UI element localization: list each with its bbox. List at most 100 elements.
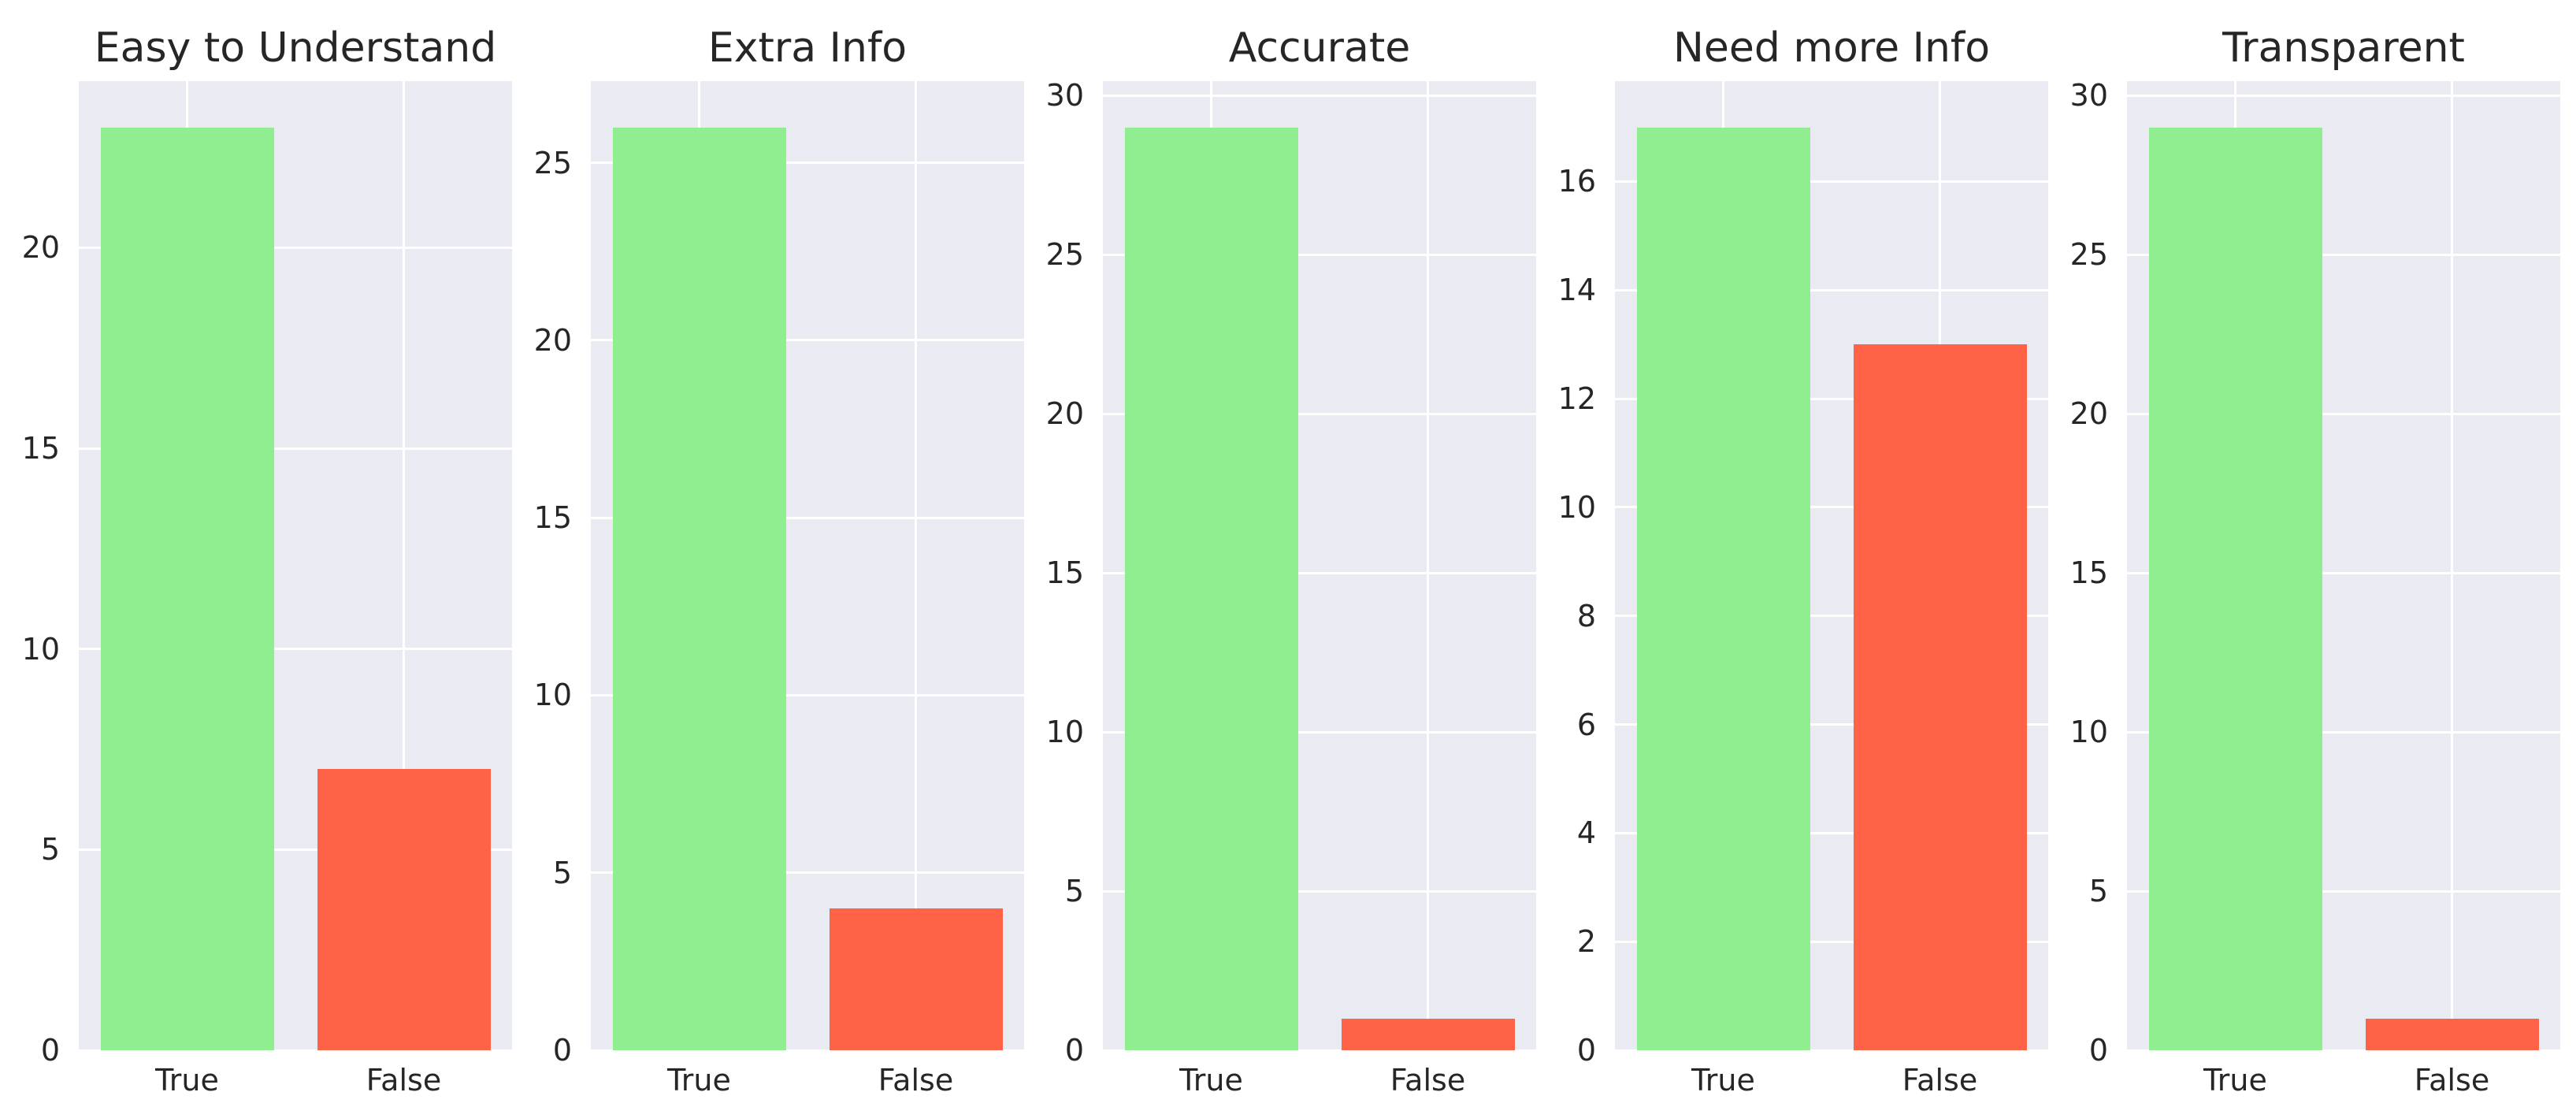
gridline-horizontal	[1615, 831, 2048, 834]
gridline-horizontal	[1615, 506, 2048, 509]
gridline-horizontal	[591, 871, 1024, 875]
y-axis: 0 5 10 15 20 25	[512, 81, 572, 1065]
gridline-vertical	[1427, 81, 1429, 1050]
x-axis: True False	[1615, 1065, 2048, 1112]
y-tick-label: 15	[1045, 555, 1084, 591]
bar-false	[2365, 1018, 2539, 1050]
gridline-horizontal	[1615, 1049, 2048, 1050]
y-tick-label: 15	[533, 500, 572, 536]
x-tick-label-true: True	[155, 1063, 219, 1098]
y-tick-label: 30	[2069, 78, 2108, 113]
y-tick-label: 4	[1576, 815, 1596, 851]
bar-false	[1853, 344, 2027, 1050]
gridline-horizontal	[2127, 1049, 2560, 1050]
gridline-horizontal	[79, 648, 512, 651]
gridline-horizontal	[1103, 412, 1536, 415]
x-tick-label-false: False	[1902, 1063, 1978, 1098]
gridline-horizontal	[1615, 180, 2048, 183]
gridline-horizontal	[2127, 571, 2560, 574]
y-tick-label: 10	[533, 678, 572, 713]
y-tick-label: 10	[1557, 489, 1596, 525]
y-tick-label: 20	[2069, 396, 2108, 432]
chart-title: Transparent	[2222, 24, 2465, 72]
x-axis: True False	[591, 1065, 1024, 1112]
y-tick-label: 10	[1045, 715, 1084, 750]
y-tick-label: 30	[1045, 78, 1084, 113]
y-axis: 0 5 10 15 20	[0, 81, 60, 1065]
subplot-easy-to-understand: Easy to Understand 0 5 10 15 20 True False	[0, 0, 512, 1118]
gridline-horizontal	[2127, 730, 2560, 734]
gridline-horizontal	[2127, 253, 2560, 256]
y-tick-label: 0	[552, 1033, 572, 1068]
gridline-horizontal	[2127, 890, 2560, 893]
y-tick-label: 6	[1576, 707, 1596, 742]
y-tick-label: 10	[2069, 715, 2108, 750]
y-tick-label: 10	[21, 631, 60, 667]
gridline-horizontal	[2127, 94, 2560, 97]
plot-area	[1615, 81, 2048, 1050]
gridline-vertical	[2451, 81, 2453, 1050]
gridline-horizontal	[1103, 1049, 1536, 1050]
y-tick-label: 0	[1064, 1033, 1084, 1068]
y-axis: 0 2 4 6 8 10 12 14 16	[1536, 81, 1596, 1065]
gridline-horizontal	[1615, 397, 2048, 400]
bar-false	[317, 769, 491, 1050]
x-tick-label-true: True	[2203, 1063, 2267, 1098]
gridline-horizontal	[1615, 288, 2048, 292]
chart-title: Accurate	[1228, 24, 1411, 72]
gridline-horizontal	[1103, 890, 1536, 893]
x-axis: True False	[2127, 1065, 2560, 1112]
gridline-horizontal	[591, 162, 1024, 165]
x-tick-label-false: False	[878, 1063, 954, 1098]
x-axis: True False	[79, 1065, 512, 1112]
gridline-horizontal	[591, 693, 1024, 696]
bar-true	[2148, 127, 2322, 1050]
gridline-vertical	[915, 81, 917, 1050]
gridline-horizontal	[1615, 940, 2048, 943]
y-tick-label: 5	[552, 855, 572, 890]
x-axis: True False	[1103, 1065, 1536, 1112]
gridline-horizontal	[591, 1049, 1024, 1050]
gridline-horizontal	[591, 516, 1024, 519]
subplot-transparent: Transparent 0 5 10 15 20 25 30 True False	[2048, 0, 2560, 1118]
gridline-horizontal	[79, 1049, 512, 1050]
y-tick-label: 25	[1045, 237, 1084, 273]
chart-title: Easy to Understand	[94, 24, 497, 72]
y-tick-label: 20	[1045, 396, 1084, 432]
bar-true	[100, 127, 274, 1050]
subplot-extra-info: Extra Info 0 5 10 15 20 25 True False	[512, 0, 1024, 1118]
x-tick-label-true: True	[667, 1063, 731, 1098]
gridline-horizontal	[79, 447, 512, 450]
y-tick-label: 2	[1576, 924, 1596, 960]
x-tick-label-false: False	[366, 1063, 442, 1098]
y-tick-label: 14	[1557, 273, 1596, 308]
y-tick-label: 5	[1064, 874, 1084, 909]
y-tick-label: 0	[1576, 1033, 1596, 1068]
y-axis: 0 5 10 15 20 25 30	[2048, 78, 2108, 1065]
x-tick-label-true: True	[1691, 1063, 1755, 1098]
bar-true	[1124, 127, 1298, 1050]
subplot-need-more-info: Need more Info 0 2 4 6 8 10 12 14 16 True False	[1536, 0, 2048, 1118]
y-tick-label: 16	[1557, 164, 1596, 199]
gridline-horizontal	[2127, 412, 2560, 415]
gridline-horizontal	[1615, 615, 2048, 618]
y-tick-label: 20	[21, 230, 60, 266]
gridline-vertical	[403, 81, 405, 1050]
gridline-horizontal	[1615, 723, 2048, 726]
gridline-horizontal	[1103, 730, 1536, 734]
gridline-horizontal	[1103, 571, 1536, 574]
gridline-horizontal	[591, 339, 1024, 342]
y-tick-label: 5	[40, 832, 60, 867]
chart-title: Need more Info	[1672, 24, 1991, 72]
gridline-horizontal	[79, 848, 512, 851]
y-tick-label: 20	[533, 322, 572, 358]
y-tick-label: 0	[2088, 1033, 2108, 1068]
y-tick-label: 25	[533, 145, 572, 180]
plot-area	[1103, 81, 1536, 1050]
chart-title: Extra Info	[707, 24, 908, 72]
bar-true	[612, 127, 786, 1050]
plot-area	[591, 81, 1024, 1050]
y-tick-label: 8	[1576, 598, 1596, 633]
x-tick-label-true: True	[1179, 1063, 1243, 1098]
